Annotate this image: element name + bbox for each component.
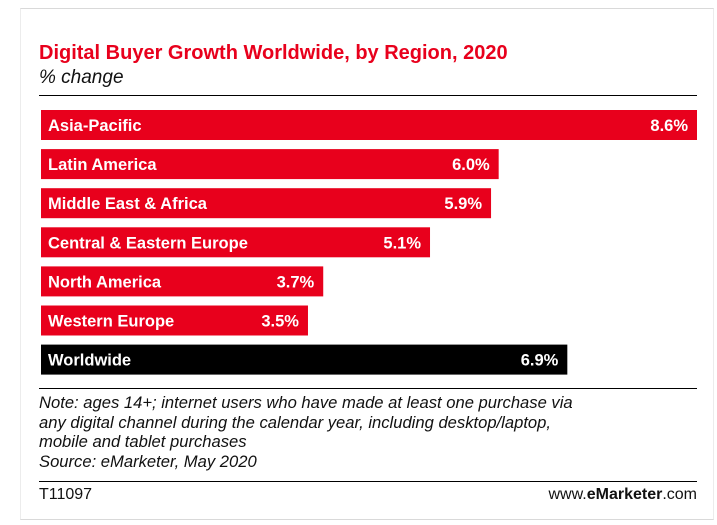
brand-highlight: eMarketer	[586, 486, 663, 503]
value-label-latin-america: 6.0%	[452, 156, 490, 174]
category-label-latin-america: Latin America	[48, 156, 157, 174]
value-label-north-america: 3.7%	[277, 273, 315, 291]
bar-middle-east-and-africa	[41, 188, 492, 219]
bar-western-europe	[41, 305, 308, 336]
note-divider	[39, 388, 697, 389]
brand-prefix: www.	[548, 486, 587, 503]
title-divider	[39, 95, 697, 96]
bar-latin-america	[41, 149, 499, 180]
bar-north-america	[41, 266, 324, 297]
category-label-asia-pacific: Asia-Pacific	[48, 117, 142, 135]
category-label-worldwide: Worldwide	[48, 352, 131, 370]
chart-subtitle: % change	[39, 67, 124, 88]
chart-title: Digital Buyer Growth Worldwide, by Regio…	[39, 42, 508, 64]
bar-central-and-eastern-europe	[41, 227, 431, 258]
source-line: Source: eMarketer, May 2020	[39, 451, 257, 471]
value-label-middle-east-and-africa: 5.9%	[444, 195, 482, 213]
value-label-western-europe: 3.5%	[261, 313, 299, 331]
note-line-1: Note: ages 14+; internet users who have …	[39, 393, 573, 412]
category-label-middle-east-and-africa: Middle East & Africa	[48, 195, 208, 213]
brand-link[interactable]: www.eMarketer.com	[548, 486, 697, 504]
category-label-western-europe: Western Europe	[48, 313, 174, 331]
chart-id: T11097	[39, 486, 93, 503]
note-line-2: any digital channel during the calendar …	[39, 412, 551, 432]
chart-frame	[20, 8, 714, 520]
category-label-central-and-eastern-europe: Central & Eastern Europe	[48, 234, 248, 252]
bar-worldwide	[41, 344, 568, 375]
value-label-asia-pacific: 8.6%	[650, 117, 688, 135]
note-line-3: mobile and tablet purchases	[39, 432, 247, 452]
value-label-central-and-eastern-europe: 5.1%	[383, 234, 421, 252]
chart-note: Note: ages 14+; internet users who have …	[39, 393, 699, 471]
footer-divider	[39, 481, 697, 482]
value-label-worldwide: 6.9%	[521, 352, 559, 370]
category-label-north-america: North America	[48, 273, 162, 291]
brand-suffix: .com	[662, 486, 697, 503]
bar-asia-pacific	[41, 110, 697, 140]
